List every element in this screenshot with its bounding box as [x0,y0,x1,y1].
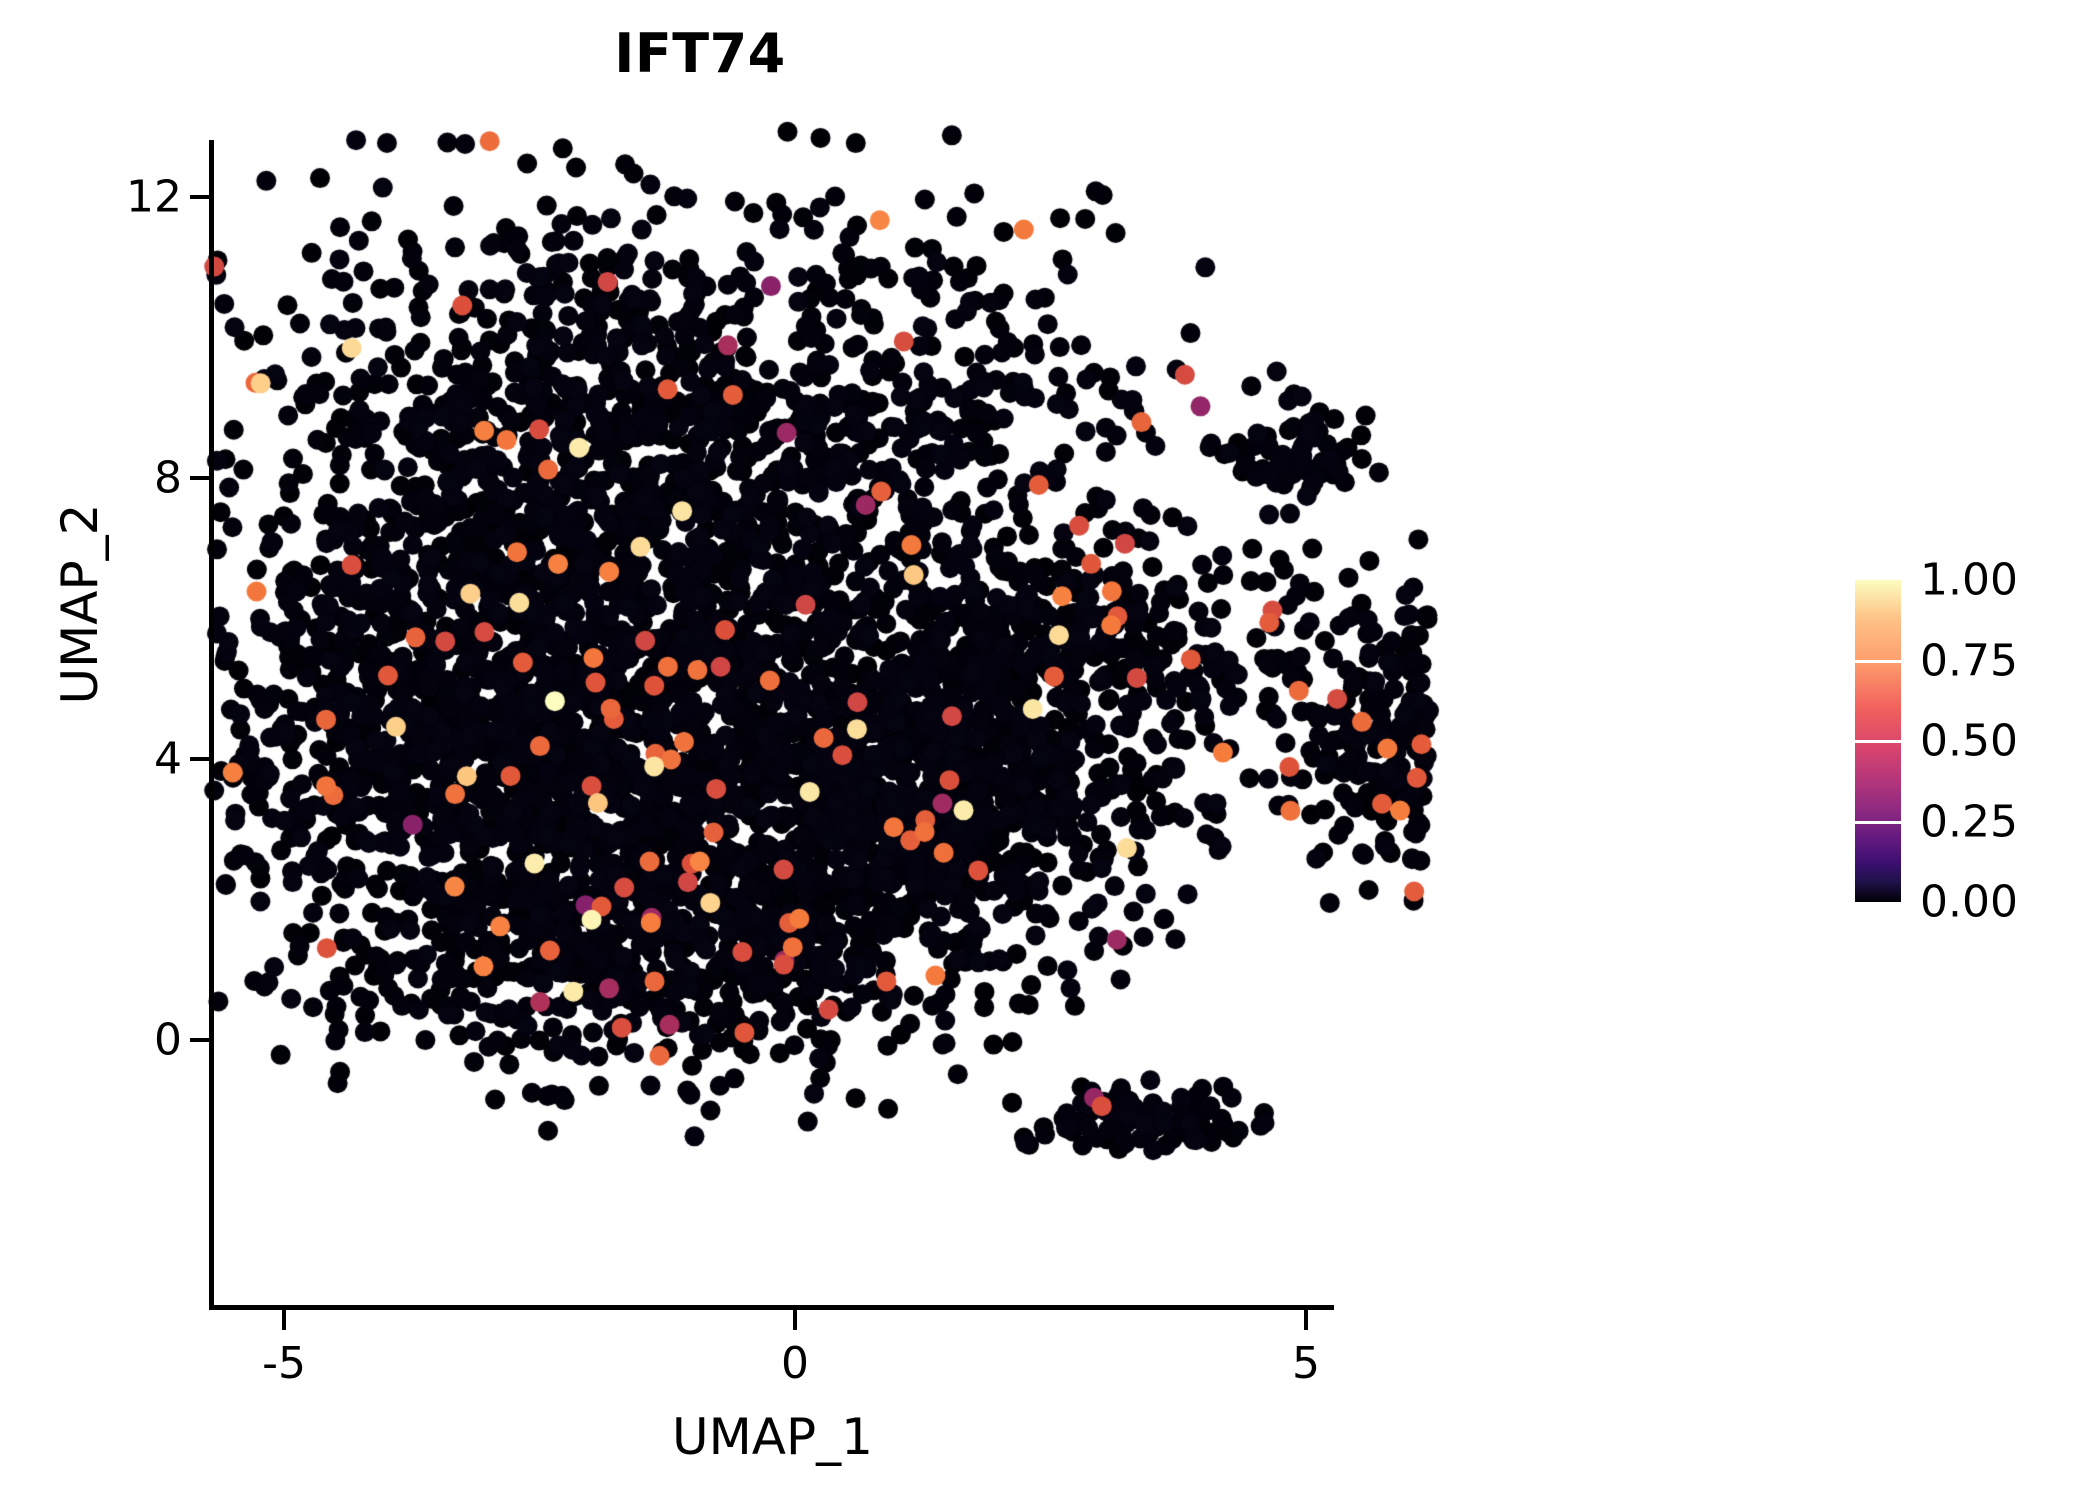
colorbar-tick-label: 0.00 [1920,876,2018,928]
y-tick-mark [190,1038,210,1042]
x-tick-label: -5 [262,1338,306,1389]
colorbar-tick-mark [1855,820,1901,824]
x-tick-mark [793,1310,797,1330]
colorbar-tick-mark [1855,580,1901,583]
x-axis-spine [209,1305,1334,1310]
x-tick-mark [1304,1310,1308,1330]
colorbar-tick-mark [1855,740,1901,743]
colorbar-tick-mark [1855,899,1901,902]
y-axis-spine [209,140,214,1310]
colorbar-tick-label: 0.25 [1920,796,2018,847]
colorbar-tick-label: 0.50 [1920,715,2018,767]
colorbar-tick-label: 1.00 [1920,554,2018,606]
colorbar-tick-mark [1855,659,1901,663]
y-tick-mark [190,195,210,199]
x-tick-label: 5 [1292,1338,1320,1389]
colorbar-tick-label: 0.75 [1920,635,2018,686]
y-tick-label: 8 [154,452,182,504]
x-tick-mark [282,1310,286,1330]
y-tick-mark [190,476,210,480]
y-tick-mark [190,757,210,761]
y-axis-label: UMAP_2 [51,503,109,705]
y-tick-label: 12 [126,171,182,223]
y-tick-label: 4 [154,733,182,785]
x-axis-label: UMAP_1 [672,1408,873,1466]
y-tick-label: 0 [154,1014,182,1066]
colorbar [1855,580,1901,902]
x-tick-label: 0 [781,1338,809,1389]
